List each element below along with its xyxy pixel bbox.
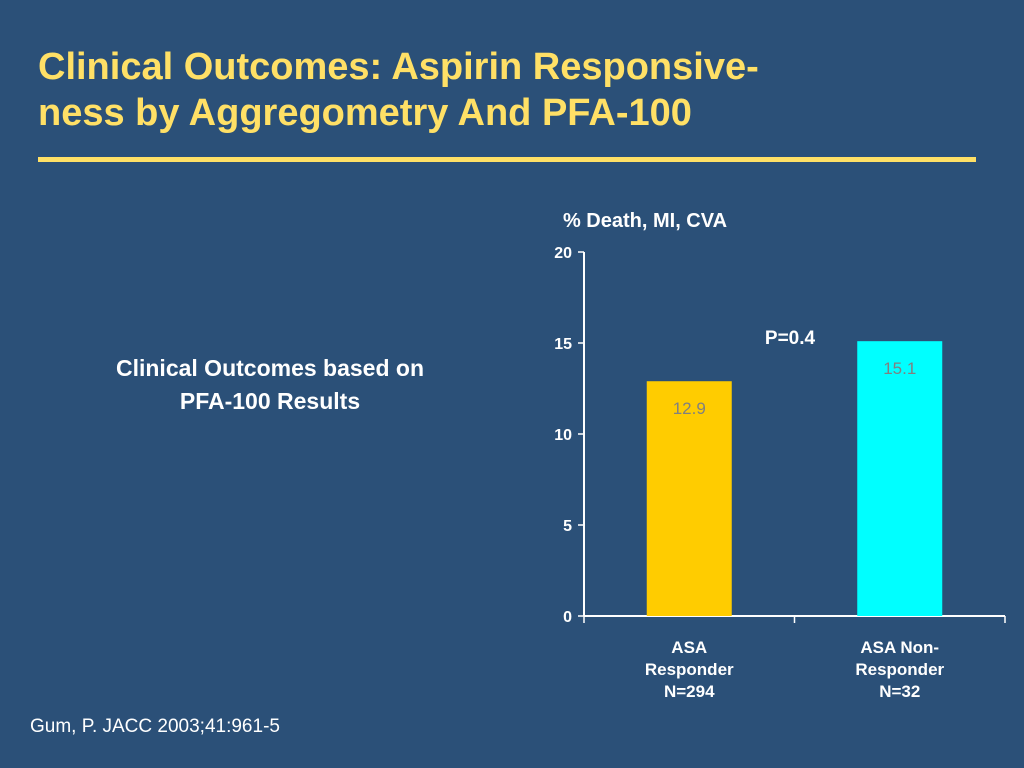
- subtitle-line-2: PFA-100 Results: [179, 388, 361, 414]
- citation: Gum, P. JACC 2003;41:961-5: [30, 716, 280, 737]
- chart-subtitle: Clinical Outcomes based on PFA-100 Resul…: [70, 352, 470, 418]
- subtitle-line-1: Clinical Outcomes based on: [115, 355, 425, 381]
- y-tick-label: 0: [563, 609, 572, 626]
- slide-title: Clinical Outcomes: Aspirin Responsive- n…: [38, 44, 998, 136]
- y-tick-label: 20: [554, 245, 572, 262]
- p-value-annotation: P=0.4: [765, 328, 816, 349]
- y-tick-label: 15: [554, 336, 572, 353]
- data-label: 12.9: [673, 399, 706, 418]
- bar: [857, 341, 943, 616]
- y-tick-label: 10: [554, 427, 572, 444]
- slide-title-line-2: ness by Aggregometry And PFA-100: [38, 92, 692, 134]
- category-label: ASA Responder N=294: [645, 638, 734, 701]
- y-tick-label: 5: [563, 518, 572, 535]
- category-label: ASA Non-Responder N=32: [855, 638, 944, 701]
- data-label: 15.1: [883, 359, 916, 378]
- y-axis-title: % Death, MI, CVA: [563, 210, 727, 232]
- title-underline: [38, 157, 976, 162]
- bar: [646, 381, 732, 616]
- slide-title-line-1: Clinical Outcomes: Aspirin Responsive-: [38, 46, 759, 88]
